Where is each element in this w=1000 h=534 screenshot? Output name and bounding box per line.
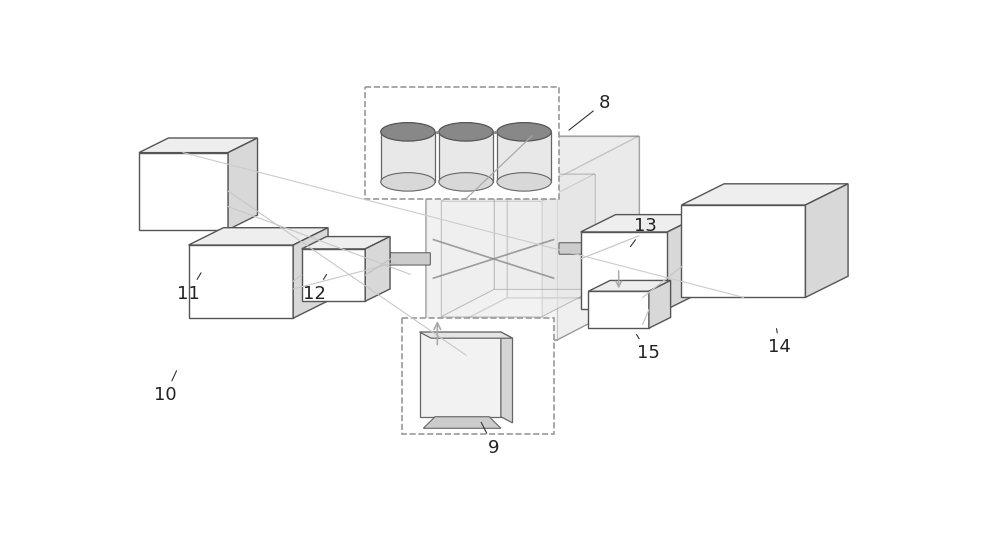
Polygon shape (228, 138, 258, 230)
Polygon shape (441, 174, 595, 201)
Polygon shape (302, 237, 390, 249)
Polygon shape (581, 232, 668, 309)
Polygon shape (420, 332, 512, 338)
Polygon shape (423, 417, 501, 428)
Text: 9: 9 (481, 422, 500, 457)
Polygon shape (189, 245, 293, 318)
Polygon shape (139, 153, 228, 230)
Polygon shape (581, 215, 702, 232)
Text: 14: 14 (768, 328, 791, 356)
Polygon shape (420, 332, 501, 417)
Polygon shape (365, 237, 390, 301)
Polygon shape (439, 132, 493, 182)
Polygon shape (441, 201, 542, 317)
FancyBboxPatch shape (559, 243, 598, 254)
Polygon shape (139, 138, 258, 153)
Polygon shape (381, 132, 435, 182)
Text: 11: 11 (177, 273, 201, 303)
FancyBboxPatch shape (390, 253, 430, 265)
Ellipse shape (439, 123, 493, 141)
Ellipse shape (439, 172, 493, 191)
Polygon shape (557, 136, 639, 340)
FancyBboxPatch shape (365, 87, 559, 199)
Polygon shape (441, 174, 494, 317)
Polygon shape (588, 280, 671, 291)
Polygon shape (441, 289, 595, 317)
FancyBboxPatch shape (402, 318, 554, 434)
Polygon shape (497, 132, 551, 182)
Polygon shape (494, 174, 595, 289)
Ellipse shape (497, 172, 551, 191)
FancyBboxPatch shape (634, 293, 668, 303)
Polygon shape (507, 136, 639, 297)
Polygon shape (681, 184, 848, 205)
Polygon shape (668, 215, 702, 309)
Polygon shape (426, 178, 557, 340)
Text: 10: 10 (154, 371, 177, 404)
Polygon shape (293, 227, 328, 318)
Polygon shape (681, 205, 805, 297)
Polygon shape (189, 227, 328, 245)
Polygon shape (426, 297, 639, 340)
Polygon shape (542, 174, 595, 317)
Polygon shape (588, 291, 649, 328)
Polygon shape (426, 136, 507, 340)
Text: 15: 15 (636, 334, 660, 362)
Polygon shape (501, 332, 512, 423)
Ellipse shape (381, 172, 435, 191)
Text: 8: 8 (569, 93, 610, 130)
Ellipse shape (381, 123, 435, 141)
Polygon shape (426, 136, 639, 178)
Text: 12: 12 (303, 274, 327, 303)
Polygon shape (805, 184, 848, 297)
Polygon shape (302, 249, 365, 301)
Text: 13: 13 (630, 217, 657, 247)
Polygon shape (649, 280, 671, 328)
Ellipse shape (497, 123, 551, 141)
